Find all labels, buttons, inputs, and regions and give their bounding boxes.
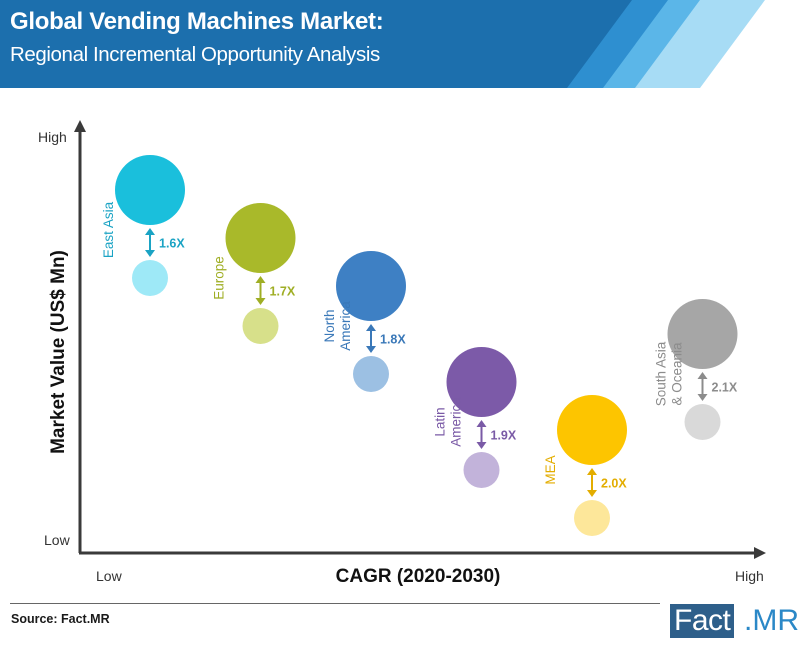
bubble-chart: High Low Low High CAGR (2020-2030) Marke…	[38, 120, 766, 587]
arrow-head-up	[145, 228, 155, 235]
header-stripe	[635, 0, 765, 88]
growth-multiplier-label: 1.7X	[270, 285, 296, 299]
bubble-2030	[336, 251, 406, 321]
growth-multiplier-label: 2.0X	[601, 477, 627, 491]
bubble-2020	[132, 260, 168, 296]
growth-multiplier-label: 1.8X	[380, 333, 406, 347]
footer-divider	[10, 603, 660, 604]
growth-multiplier-label: 2.1X	[712, 381, 738, 395]
y-axis-label: Market Value (US$ Mn)	[48, 250, 69, 454]
arrow-head-down	[476, 442, 487, 449]
arrow-head-up	[476, 420, 487, 427]
bubble-2030	[225, 203, 296, 273]
region-bubble-group: 1.7X Europe	[212, 203, 296, 344]
page-title: Global Vending Machines Market:	[10, 8, 384, 35]
arrow-head-up	[587, 468, 597, 475]
region-bubble-group: 1.9X LatinAmerica	[433, 347, 517, 488]
header-background	[0, 0, 765, 88]
region-label: East Asia	[101, 201, 116, 258]
arrow-head-up	[366, 324, 376, 331]
bubble-2030	[446, 347, 517, 417]
region-label: MEA	[543, 455, 558, 484]
bubble-2030	[557, 395, 627, 465]
growth-multiplier-label: 1.9X	[491, 429, 517, 443]
y-tick-low: Low	[44, 532, 71, 548]
arrow-head-down	[145, 250, 155, 257]
bubble-2020	[353, 356, 389, 392]
x-axis-label: CAGR (2020-2030)	[336, 566, 501, 587]
region-bubble-group: 1.6X East Asia	[101, 155, 185, 296]
y-tick-high: High	[38, 129, 67, 145]
bubble-2020	[242, 308, 279, 344]
arrow-head-up	[697, 372, 708, 379]
growth-multiplier-label: 1.6X	[159, 237, 185, 251]
arrow-head-down	[587, 490, 597, 497]
bubble-2020	[574, 500, 610, 536]
logo-mr-text: .MR	[744, 604, 799, 637]
region-label: South Asia& Oceania	[654, 341, 685, 406]
bubble-2020	[463, 452, 500, 488]
region-label: LatinAmerica	[433, 397, 464, 447]
x-tick-low: Low	[96, 568, 123, 584]
factmr-logo: Fact .MR	[670, 604, 800, 638]
arrow-head-down	[366, 346, 376, 353]
arrow-head-down	[697, 394, 708, 401]
x-tick-high: High	[735, 568, 764, 584]
page-subtitle: Regional Incremental Opportunity Analysi…	[10, 43, 380, 66]
source-note: Source: Fact.MR	[11, 612, 110, 626]
logo-fact-text: Fact	[670, 604, 735, 638]
arrow-head-down	[255, 298, 266, 305]
region-label: Europe	[212, 256, 227, 300]
bubble-2030	[667, 299, 738, 369]
header-banner: Global Vending Machines Market: Regional…	[0, 0, 808, 88]
region-bubble-group: 2.1X South Asia& Oceania	[654, 299, 738, 440]
region-bubble-group: 1.8X NorthAmerica	[322, 251, 406, 392]
arrow-head-up	[255, 276, 266, 283]
bubble-2030	[115, 155, 185, 225]
bubble-2020	[684, 404, 721, 440]
region-label: NorthAmerica	[322, 301, 353, 351]
region-bubble-group: 2.0X MEA	[543, 395, 627, 536]
